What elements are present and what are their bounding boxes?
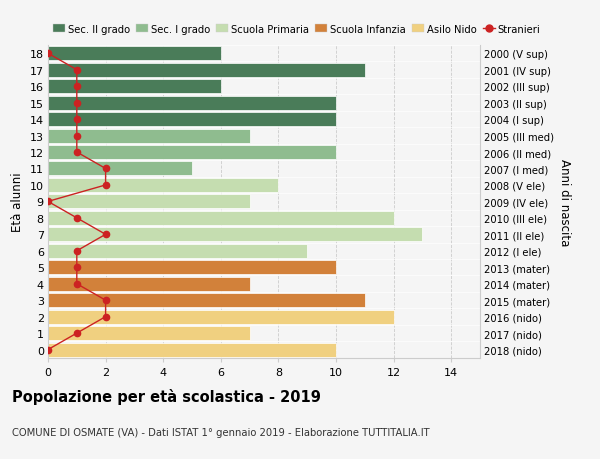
Bar: [48, 113, 336, 127]
Bar: [48, 179, 278, 192]
Bar: [48, 326, 250, 341]
Bar: [48, 343, 336, 357]
Bar: [48, 47, 221, 61]
Y-axis label: Anni di nascita: Anni di nascita: [558, 158, 571, 246]
Text: COMUNE DI OSMATE (VA) - Dati ISTAT 1° gennaio 2019 - Elaborazione TUTTITALIA.IT: COMUNE DI OSMATE (VA) - Dati ISTAT 1° ge…: [12, 427, 430, 437]
Y-axis label: Età alunni: Età alunni: [11, 172, 24, 232]
Bar: [48, 310, 394, 324]
Bar: [48, 195, 250, 209]
Bar: [48, 80, 221, 94]
Bar: [48, 261, 336, 274]
Bar: [48, 212, 394, 225]
Bar: [48, 228, 422, 242]
Bar: [48, 146, 336, 160]
Legend: Sec. II grado, Sec. I grado, Scuola Primaria, Scuola Infanzia, Asilo Nido, Stran: Sec. II grado, Sec. I grado, Scuola Prim…: [53, 25, 541, 35]
Bar: [48, 244, 307, 258]
Bar: [48, 96, 336, 110]
Bar: [48, 162, 192, 176]
Bar: [48, 294, 365, 308]
Text: Popolazione per età scolastica - 2019: Popolazione per età scolastica - 2019: [12, 388, 321, 404]
Bar: [48, 277, 250, 291]
Bar: [48, 63, 365, 78]
Bar: [48, 129, 250, 143]
